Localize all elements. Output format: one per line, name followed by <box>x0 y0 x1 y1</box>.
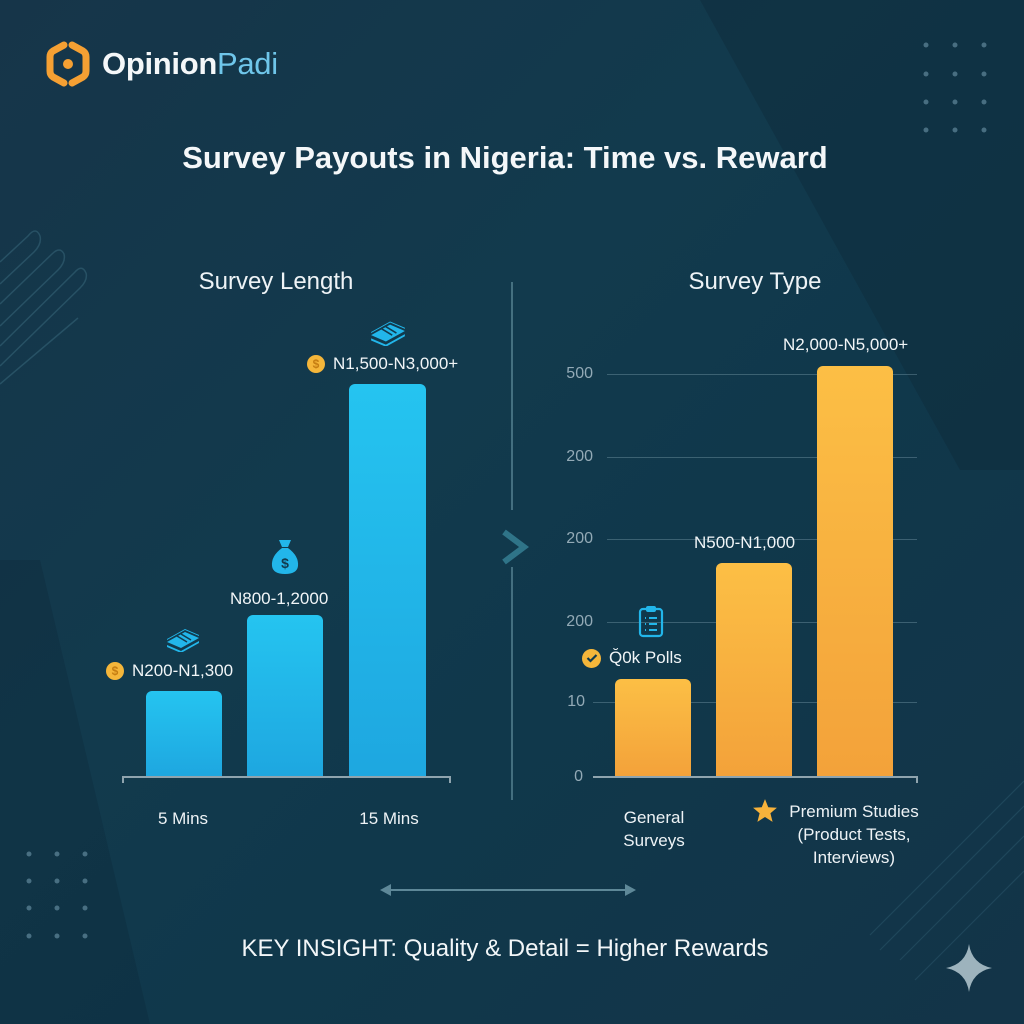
coin-icon: $ <box>307 355 325 373</box>
sparkle-icon <box>946 944 992 992</box>
double-arrow-icon <box>380 884 636 896</box>
bar-premium-studies <box>817 366 893 776</box>
x-label-general-surveys: General Surveys <box>623 808 685 850</box>
bar-mid-tier-surveys <box>716 563 792 776</box>
survey-type-title: Survey Type <box>688 268 822 295</box>
coin-icon: $ <box>106 662 124 680</box>
x-label-5-mins: 5 Mins <box>157 809 209 828</box>
check-circle-icon <box>582 648 601 668</box>
bar-15-mins-value: $ N1,500-N3,000+ <box>307 354 458 374</box>
bar-5-mins-value: $ N200-N1,300 <box>106 661 233 681</box>
x-axis <box>122 776 450 778</box>
x-axis-tick-right <box>449 776 451 783</box>
divider-line-bottom <box>511 567 513 800</box>
gridline <box>607 457 917 458</box>
x-label-15-mins: 15 Mins <box>359 809 419 828</box>
hexagon-target-icon <box>46 41 90 87</box>
y-tick: 200 <box>566 530 593 547</box>
star-icon <box>753 799 777 822</box>
x-axis <box>593 776 917 778</box>
bar-10-mins-value: N800-1,2000 <box>230 589 329 608</box>
bar-15-mins <box>349 384 426 776</box>
chevron-right-icon <box>502 529 529 565</box>
y-tick: 10 <box>567 693 585 710</box>
y-tick: 200 <box>566 448 593 465</box>
x-label-premium-studies: Premium Studies (Product Tests, Intervie… <box>789 802 919 867</box>
y-tick: 0 <box>574 768 583 785</box>
cash-stack-icon <box>167 629 199 652</box>
y-tick: 200 <box>566 613 593 630</box>
bar-mid-tier-value: N500-N1,000 <box>694 533 796 552</box>
key-insight: KEY INSIGHT: Quality & Detail = Higher R… <box>241 935 769 962</box>
brand-name: OpinionPadi <box>102 46 278 81</box>
bar-5-mins <box>146 691 222 776</box>
survey-length-title: Survey Length <box>198 268 354 295</box>
brand-logo[interactable]: OpinionPadi <box>44 40 278 88</box>
y-tick: 500 <box>566 365 593 382</box>
page-title: Survey Payouts in Nigeria: Time vs. Rewa… <box>182 140 828 175</box>
x-axis-tick-right <box>916 776 918 783</box>
money-bag-icon: $ <box>271 540 299 574</box>
x-axis-tick-left <box>122 776 124 783</box>
cash-stack-icon <box>371 321 405 346</box>
bar-general-surveys <box>615 679 691 776</box>
bar-general-surveys-value: Q̆0k Polls <box>582 648 682 668</box>
divider-line-top <box>511 282 513 510</box>
gridline <box>607 539 917 540</box>
svg-text:$: $ <box>281 555 289 571</box>
bar-premium-studies-value: N2,000-N5,000+ <box>783 335 909 354</box>
gridline <box>607 374 917 375</box>
clipboard-list-icon <box>638 606 664 638</box>
bar-10-mins <box>247 615 323 776</box>
